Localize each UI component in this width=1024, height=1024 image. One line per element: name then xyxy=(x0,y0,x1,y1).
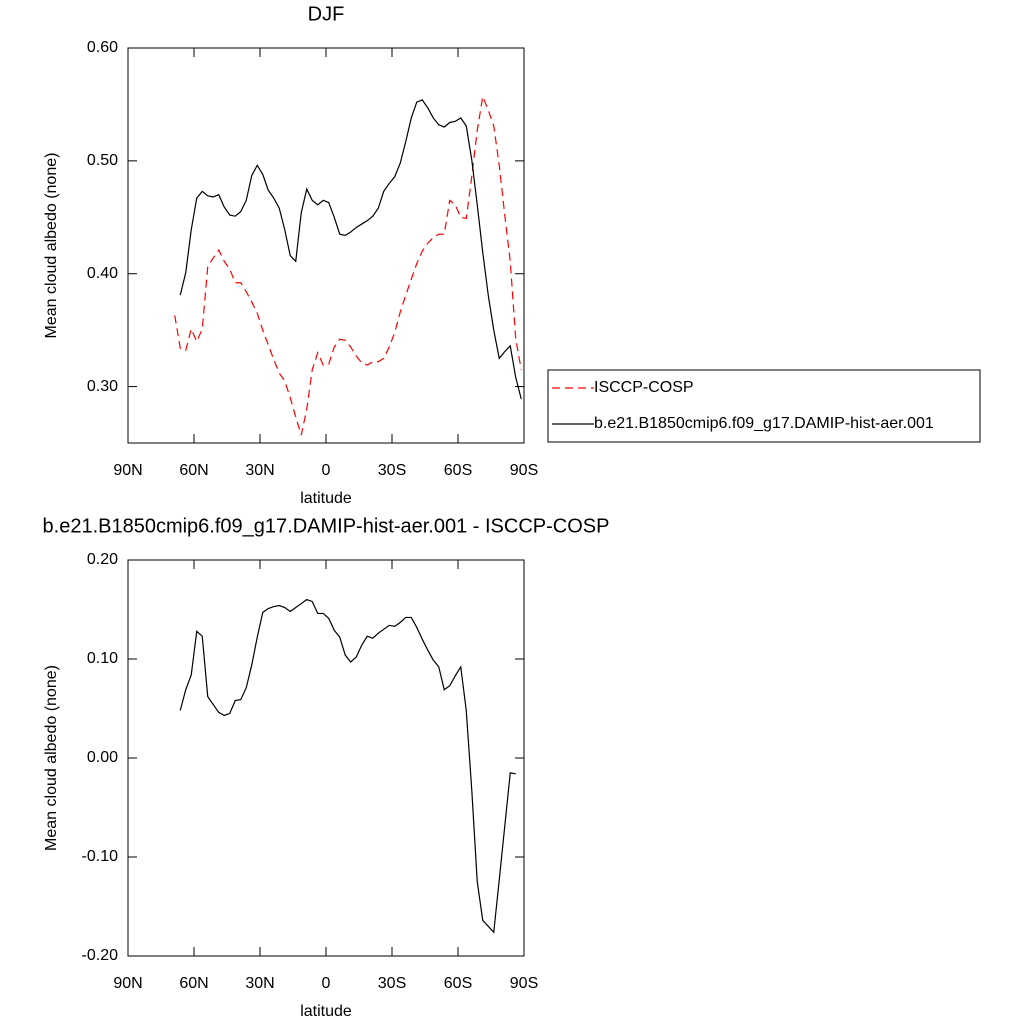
x-tick-label: 60N xyxy=(179,975,208,992)
data-line xyxy=(179,99,522,400)
chart-title: DJF xyxy=(308,3,345,25)
x-tick-label: 90N xyxy=(113,975,142,992)
y-tick-label: 0.30 xyxy=(87,378,118,395)
legend-label: b.e21.B1850cmip6.f09_g17.DAMIP-hist-aer.… xyxy=(594,415,934,432)
data-line xyxy=(179,598,516,934)
plot-frame xyxy=(127,559,525,957)
y-tick-label: 0.40 xyxy=(87,265,118,282)
y-tick-label: 0.20 xyxy=(87,551,118,568)
x-axis-label: latitude xyxy=(300,490,352,507)
y-tick-label: -0.20 xyxy=(82,947,119,964)
x-tick-label: 30N xyxy=(245,462,274,479)
x-tick-label: 0 xyxy=(322,462,331,479)
x-tick-label: 30N xyxy=(245,975,274,992)
y-axis-label: Mean cloud albedo (none) xyxy=(43,153,60,339)
x-tick-label: 30S xyxy=(378,975,406,992)
x-tick-label: 60S xyxy=(444,462,472,479)
x-axis-label: latitude xyxy=(300,1003,352,1020)
x-tick-label: 0 xyxy=(322,975,331,992)
y-tick-label: 0.00 xyxy=(87,749,118,766)
y-tick-label: 0.60 xyxy=(87,39,118,56)
y-tick-label: 0.10 xyxy=(87,650,118,667)
x-tick-label: 60N xyxy=(179,462,208,479)
chart-title: b.e21.B1850cmip6.f09_g17.DAMIP-hist-aer.… xyxy=(43,515,610,537)
y-tick-label: -0.10 xyxy=(82,848,119,865)
y-axis-label: Mean cloud albedo (none) xyxy=(43,665,60,851)
x-tick-label: 60S xyxy=(444,975,472,992)
y-tick-label: 0.50 xyxy=(87,152,118,169)
x-tick-label: 90S xyxy=(510,462,538,479)
legend-box xyxy=(547,369,981,443)
x-tick-label: 30S xyxy=(378,462,406,479)
data-line xyxy=(174,94,522,436)
legend-label: ISCCP-COSP xyxy=(594,379,694,396)
x-tick-label: 90S xyxy=(510,975,538,992)
plot-frame xyxy=(127,47,525,444)
x-tick-label: 90N xyxy=(113,462,142,479)
